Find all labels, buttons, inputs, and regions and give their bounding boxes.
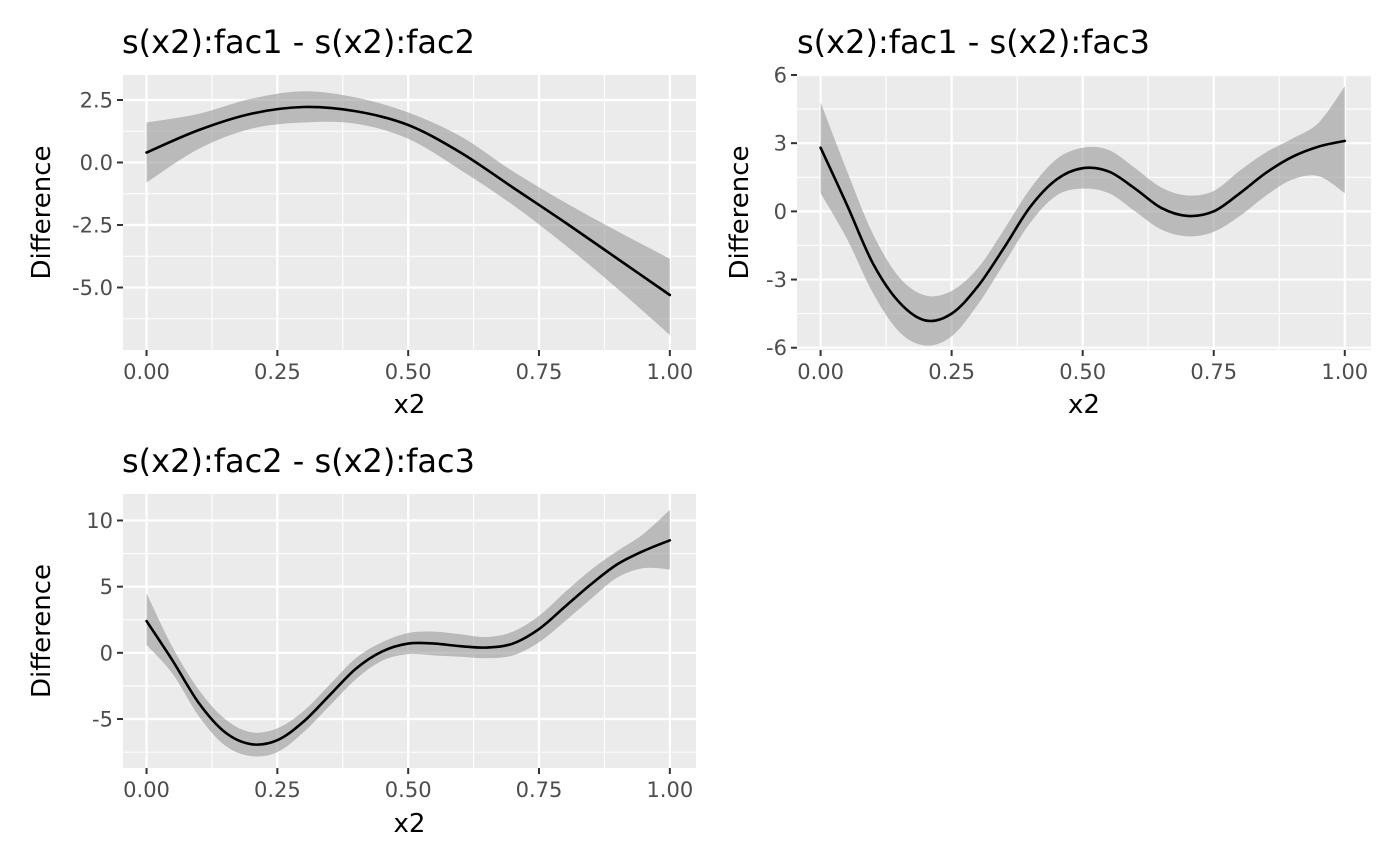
y-tick-label: -2.5 bbox=[72, 214, 113, 238]
y-axis-title: Difference bbox=[27, 145, 57, 279]
x-axis-title: x2 bbox=[394, 809, 426, 839]
x-tick-label: 0.50 bbox=[385, 360, 432, 384]
x-axis-title: x2 bbox=[1068, 390, 1100, 420]
panel-title: s(x2):fac2 - s(x2):fac3 bbox=[122, 442, 475, 480]
x-tick-label: 0.00 bbox=[123, 778, 170, 802]
x-tick-label: 1.00 bbox=[646, 360, 693, 384]
x-tick-label: 0.75 bbox=[516, 360, 563, 384]
x-tick-label: 0.00 bbox=[797, 360, 844, 384]
y-tick-label: -3 bbox=[766, 268, 787, 292]
x-axis-title: x2 bbox=[394, 390, 426, 420]
y-tick-label: 10 bbox=[86, 509, 113, 533]
x-tick-label: 0.25 bbox=[254, 778, 301, 802]
confidence-ribbon bbox=[146, 91, 670, 335]
confidence-ribbon bbox=[146, 509, 670, 757]
panel-title: s(x2):fac1 - s(x2):fac3 bbox=[797, 23, 1150, 61]
y-tick-label: 5 bbox=[100, 575, 113, 599]
difference-line bbox=[145, 539, 672, 746]
y-tick-label: 3 bbox=[774, 132, 787, 156]
difference-line bbox=[819, 139, 1347, 323]
x-tick-label: 0.00 bbox=[123, 360, 170, 384]
y-tick-label: 0.0 bbox=[80, 151, 113, 175]
panel-title: s(x2):fac1 - s(x2):fac2 bbox=[122, 23, 475, 61]
x-tick-label: 1.00 bbox=[1321, 360, 1368, 384]
x-tick-label: 0.25 bbox=[928, 360, 975, 384]
y-tick-label: -6 bbox=[766, 336, 787, 360]
facet-panel-1: s(x2):fac1 - s(x2):fac2 0.00 0.25 0.50 0.75 1… bbox=[27, 23, 696, 420]
y-tick-label: 2.5 bbox=[80, 89, 113, 113]
x-tick-label: 0.25 bbox=[254, 360, 301, 384]
y-tick-label: 0 bbox=[100, 641, 113, 665]
x-tick-label: 0.50 bbox=[1059, 360, 1106, 384]
difference-line bbox=[145, 105, 672, 297]
x-tick-label: 1.00 bbox=[646, 778, 693, 802]
y-axis-title: Difference bbox=[27, 564, 57, 698]
x-tick-label: 0.75 bbox=[1190, 360, 1237, 384]
facet-panel-2: s(x2):fac1 - s(x2):fac3 0.00 0.25 0.50 0.75 1… bbox=[725, 23, 1371, 420]
y-tick-label: 6 bbox=[774, 64, 787, 88]
y-tick-label: 0 bbox=[774, 200, 787, 224]
x-tick-label: 0.50 bbox=[385, 778, 432, 802]
x-tick-label: 0.75 bbox=[516, 778, 563, 802]
facet-panel-3: s(x2):fac2 - s(x2):fac3 0.00 0.25 0.50 0.75 1… bbox=[27, 442, 696, 839]
y-tick-label: -5 bbox=[92, 708, 113, 732]
y-axis-title: Difference bbox=[725, 145, 755, 279]
y-tick-label: -5.0 bbox=[72, 276, 113, 300]
